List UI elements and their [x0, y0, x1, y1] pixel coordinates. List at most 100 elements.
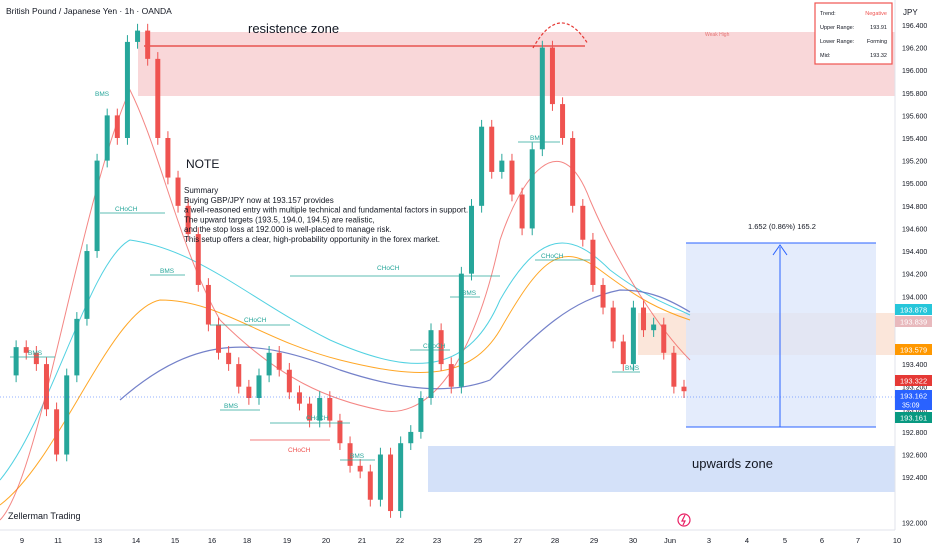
x-tick-label: 20 — [322, 536, 330, 545]
candle-body — [570, 138, 576, 206]
summary-line: and the stop loss at 192.000 is well-pla… — [184, 225, 392, 234]
candle-body — [388, 454, 394, 512]
candle-body — [226, 352, 232, 365]
candle-body — [357, 465, 363, 472]
candle-body — [620, 341, 626, 365]
candle-body — [13, 347, 19, 376]
x-tick-label: 10 — [893, 536, 901, 545]
arrow-head-icon — [772, 244, 788, 256]
candle-body — [216, 324, 222, 353]
candle-body — [104, 115, 110, 161]
candle-body — [246, 386, 252, 398]
info-value: Forming — [867, 39, 887, 45]
x-tick-label: 22 — [396, 536, 404, 545]
y-tick-label: 192.800 — [902, 430, 927, 437]
chart-title: British Pound / Japanese Yen · 1h · OAND… — [6, 6, 172, 16]
badge-193322: 193.322 — [900, 377, 927, 386]
candle-body — [641, 307, 647, 331]
bear-structure: CHoCH — [250, 439, 330, 454]
candle-body — [398, 443, 404, 512]
y-tick-label: 196.200 — [902, 46, 927, 53]
x-tick-label: 30 — [629, 536, 637, 545]
info-label: Upper Range: — [820, 25, 855, 31]
candle-body — [155, 58, 161, 138]
candle-body — [205, 284, 211, 325]
time-axis[interactable] — [0, 530, 932, 550]
upwards-zone-label: upwards zone — [692, 456, 773, 471]
info-value: 193.91 — [870, 25, 887, 31]
svg-text:BMS: BMS — [224, 403, 239, 410]
y-tick-label: 195.600 — [902, 113, 927, 120]
candle-body — [337, 420, 343, 444]
summary-line: Summary — [184, 186, 218, 195]
structure-lines — [10, 141, 640, 461]
candle-body — [256, 375, 262, 398]
y-tick-label: 193.200 — [902, 385, 927, 392]
y-tick-label: 196.400 — [902, 23, 927, 30]
y-tick-label: 195.800 — [902, 91, 927, 98]
svg-text:CHoCH: CHoCH — [377, 265, 400, 272]
candle-body — [145, 30, 151, 59]
x-tick-label: 23 — [433, 536, 441, 545]
candle-body — [539, 47, 545, 150]
candle-body — [74, 318, 80, 376]
weak-high-label: Weak High — [705, 32, 730, 38]
candle-body — [661, 324, 667, 353]
x-tick-label: 18 — [243, 536, 251, 545]
y-tick-label: 192.600 — [902, 453, 927, 460]
x-tick-label: 9 — [20, 536, 24, 545]
candle-body — [327, 398, 333, 421]
candle-body — [135, 30, 141, 42]
candle-body — [448, 364, 454, 387]
candle-body — [84, 251, 90, 319]
candle-body — [458, 273, 464, 387]
lightning-icon[interactable] — [677, 513, 691, 527]
y-tick-label: 192.000 — [902, 520, 927, 527]
y-tick-label: 194.800 — [902, 204, 927, 211]
resistance-zone-label: resistence zone — [248, 21, 339, 36]
x-tick-label: 14 — [132, 536, 140, 545]
svg-text:BMS: BMS — [462, 290, 477, 297]
x-tick-label: 11 — [54, 536, 62, 545]
price-axis[interactable] — [895, 0, 932, 550]
candle-body — [367, 471, 373, 500]
y-tick-label: 194.000 — [902, 294, 927, 301]
x-tick-label: 4 — [745, 536, 749, 545]
candle-body — [94, 160, 100, 252]
y-tick-label: 195.400 — [902, 136, 927, 143]
candle-body — [185, 205, 191, 235]
badge-193579: 193.579 — [900, 346, 927, 355]
info-value: 193.32 — [870, 53, 887, 59]
info-table: Trend: Negative Upper Range: 193.91 Lower Ra… — [814, 2, 893, 65]
y-tick-label: 196.000 — [902, 68, 927, 75]
curved-arrow — [532, 22, 589, 49]
svg-text:BMS: BMS — [625, 365, 640, 372]
candlestick-series — [13, 23, 687, 518]
candle-body — [549, 47, 555, 105]
info-value: Negative — [865, 11, 887, 17]
svg-text:CHoCH: CHoCH — [306, 415, 329, 422]
svg-text:CHoCH: CHoCH — [244, 317, 267, 324]
y-tick-label: 193.000 — [902, 407, 927, 414]
badge-193162: 193.162 — [900, 392, 927, 401]
candle-body — [509, 160, 515, 195]
candle-body — [428, 330, 434, 398]
candle-body — [438, 330, 444, 365]
measure-label: 1.652 (0.86%) 165.2 — [748, 222, 816, 231]
candle-body — [347, 443, 353, 466]
candle-body — [236, 364, 242, 387]
currency-label: JPY — [903, 8, 918, 17]
y-tick-label: 193.400 — [902, 362, 927, 369]
badge-193839: 193.839 — [900, 318, 927, 327]
svg-text:BMS: BMS — [95, 91, 110, 98]
candle-body — [468, 205, 474, 274]
x-tick-label: Jun — [664, 536, 676, 545]
x-tick-label: 3 — [707, 536, 711, 545]
candle-body — [33, 352, 39, 365]
svg-text:CHoCH: CHoCH — [423, 343, 446, 350]
y-tick-label: 194.200 — [902, 272, 927, 279]
candle-body — [54, 409, 60, 455]
